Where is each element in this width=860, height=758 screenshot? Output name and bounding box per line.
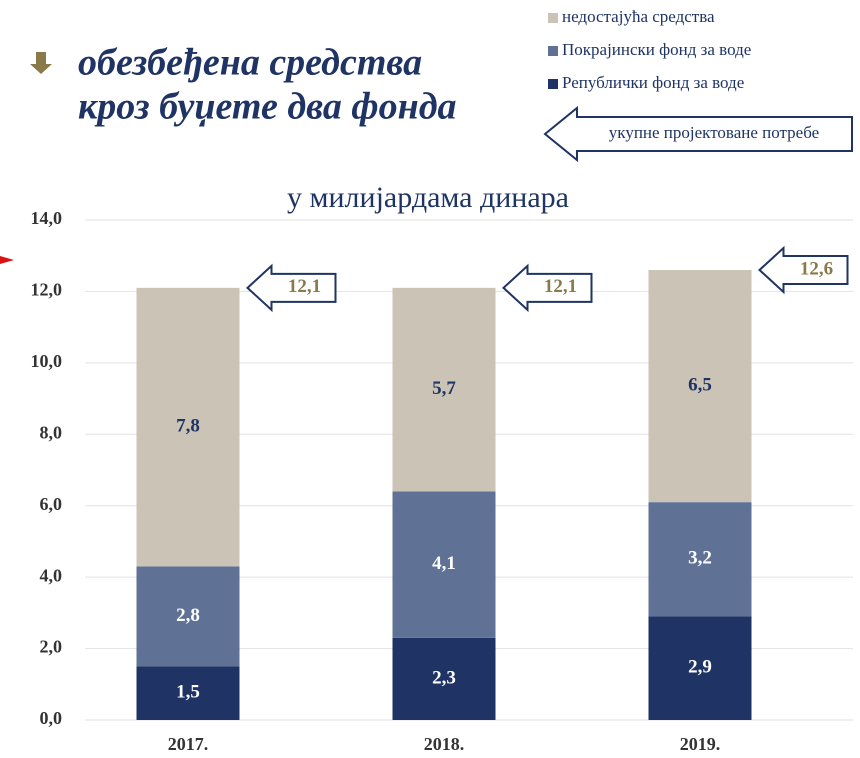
bar-segment	[392, 637, 496, 720]
y-tick-label: 0,0	[40, 708, 63, 728]
total-arrow	[758, 245, 849, 295]
bar-segment	[136, 287, 240, 567]
y-tick-label: 14,0	[31, 208, 63, 228]
value-label: 4,1	[432, 553, 456, 574]
legend-swatch	[548, 13, 558, 23]
value-label: 1,5	[176, 682, 200, 703]
y-tick-label: 12,0	[31, 280, 63, 300]
total-label: 12,1	[544, 276, 577, 297]
title-line: кроз буџете два фонда	[78, 86, 457, 128]
bar-segment	[136, 666, 240, 720]
totals-legend-arrow	[543, 105, 853, 163]
bar-segment	[648, 270, 752, 503]
y-tick-label: 4,0	[40, 565, 63, 585]
x-tick-label: 2017.	[168, 734, 209, 754]
title-line: обезбеђена средства	[78, 42, 422, 84]
legend-swatch	[548, 46, 558, 56]
bar-segment	[392, 491, 496, 638]
y-tick-label: 2,0	[40, 637, 63, 657]
bar-segment	[648, 616, 752, 720]
total-label: 12,1	[288, 276, 321, 297]
bar-segment	[392, 287, 496, 492]
y-tick-label: 8,0	[40, 422, 63, 442]
total-label: 12,6	[800, 258, 833, 279]
x-tick-label: 2019.	[680, 734, 721, 754]
legend-label: Покрајински фонд за воде	[562, 40, 751, 59]
y-tick-label: 10,0	[31, 351, 63, 371]
legend-label: Републички фонд за воде	[562, 73, 744, 92]
y-tick-label: 6,0	[40, 494, 63, 514]
totals-legend-label: укупне пројектоване потребе	[609, 123, 819, 142]
legend-label: недостајућа средства	[562, 7, 715, 26]
legend-swatch	[548, 79, 558, 89]
bar-segment	[648, 502, 752, 617]
value-label: 2,3	[432, 667, 456, 688]
pointer-icon	[0, 256, 14, 264]
value-label: 2,8	[176, 605, 200, 626]
value-label: 5,7	[432, 378, 456, 399]
total-arrow	[246, 263, 337, 313]
bar-segment	[136, 566, 240, 667]
value-label: 6,5	[688, 374, 712, 395]
subtitle: у милијардама динара	[287, 181, 569, 214]
x-tick-label: 2018.	[424, 734, 465, 754]
bullet-icon	[30, 52, 52, 74]
value-label: 2,9	[688, 657, 712, 678]
value-label: 7,8	[176, 416, 200, 437]
value-label: 3,2	[688, 548, 712, 569]
total-arrow	[502, 263, 593, 313]
